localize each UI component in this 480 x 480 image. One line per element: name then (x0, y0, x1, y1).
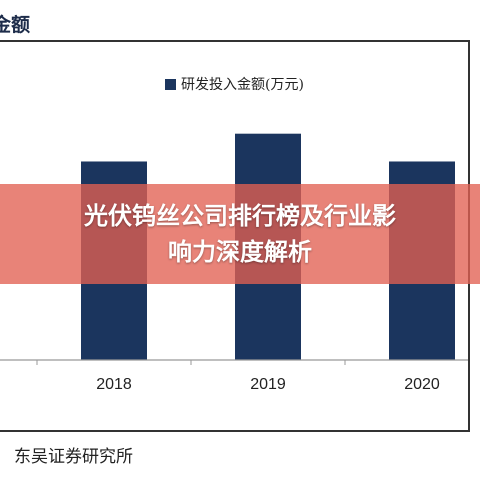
legend-label: 研发投入金额(万元) (181, 77, 304, 93)
x-axis-tick-labels: 2018 2019 2020 (96, 376, 440, 393)
source-divider (0, 430, 470, 432)
overlay-title-line-2: 响力深度解析 (168, 238, 312, 266)
title-overlay-banner: 光伏钨丝公司排行榜及行业影 响力深度解析 (0, 184, 480, 284)
source-label: 东吴证券研究所 (14, 447, 133, 467)
legend-swatch (165, 79, 176, 90)
title-divider (0, 40, 470, 42)
overlay-title-line-1: 光伏钨丝公司排行榜及行业影 (84, 202, 396, 230)
x-tick-label-2019: 2019 (250, 376, 286, 393)
page-title: 金额 (0, 14, 31, 36)
x-axis-ticks (36, 360, 346, 365)
x-tick-label-2020: 2020 (404, 376, 440, 393)
x-tick-label-2018: 2018 (96, 376, 132, 393)
